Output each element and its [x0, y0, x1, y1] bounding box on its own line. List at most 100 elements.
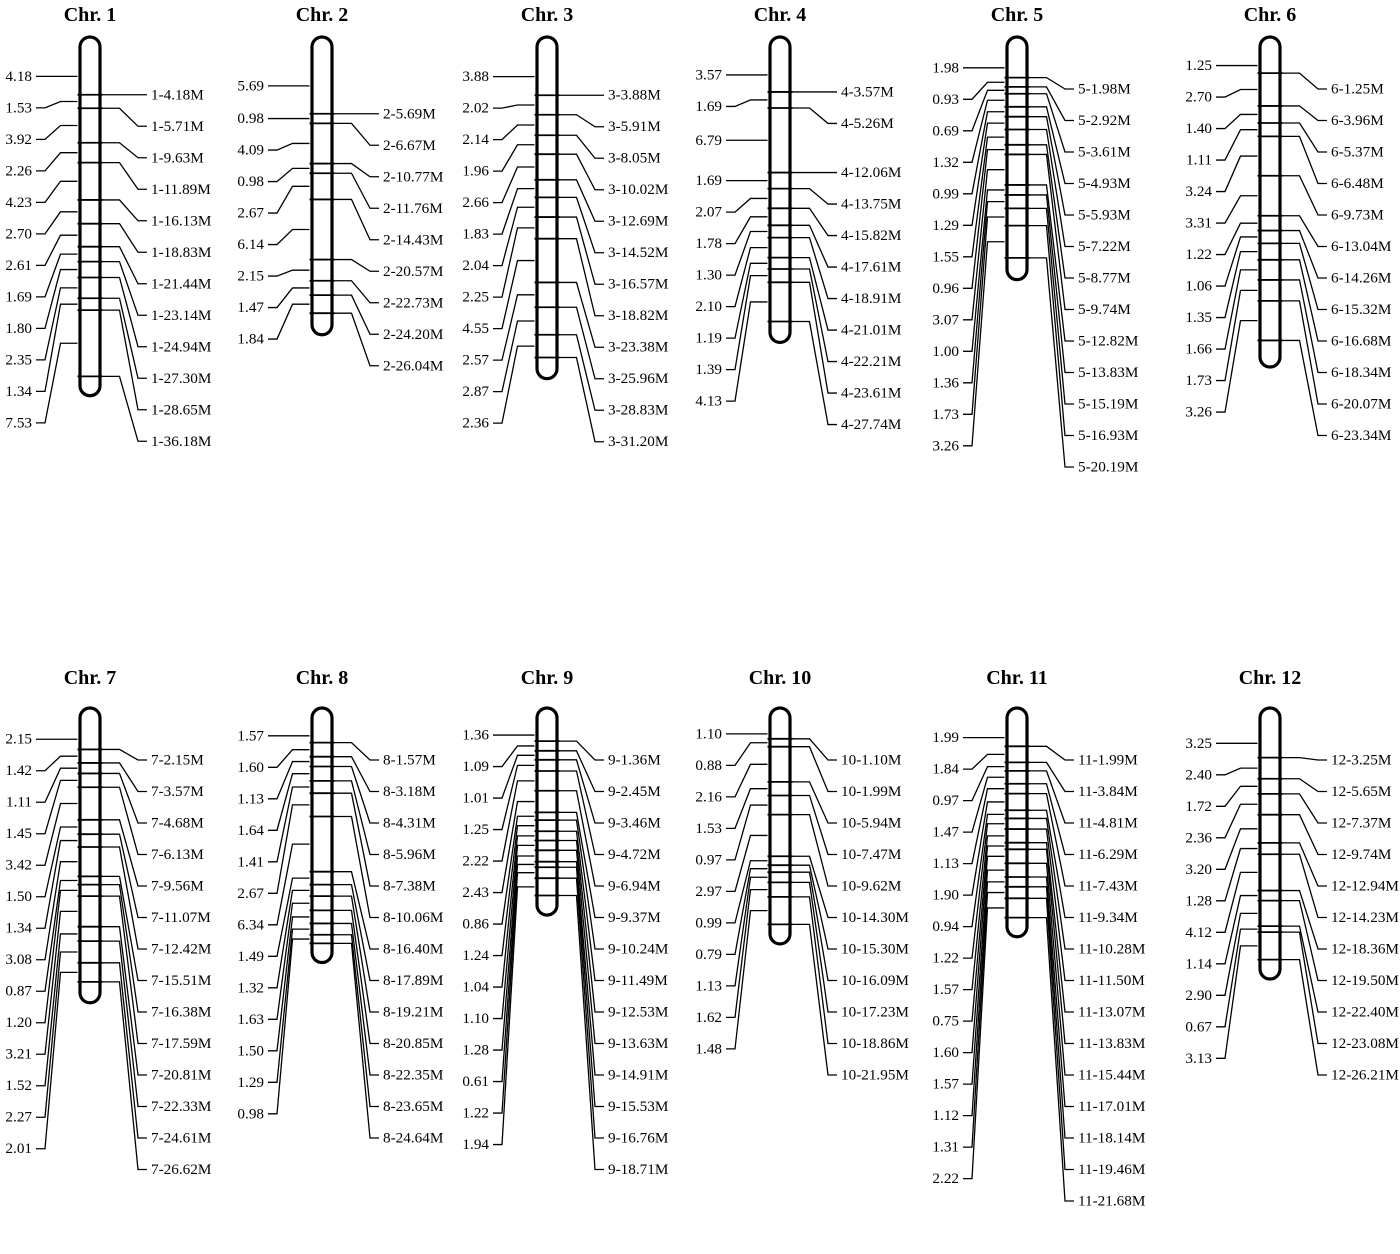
marker-position-label: 8-4.31M	[383, 815, 436, 832]
marker-position-label: 7-3.57M	[151, 783, 204, 800]
right-connector-line	[102, 895, 147, 1045]
right-connector-line	[102, 846, 147, 950]
right-connector-line	[334, 922, 379, 1076]
interval-distance-label: 1.13	[237, 790, 264, 807]
chromosome-body	[1258, 35, 1282, 369]
marker-position-label: 11-10.28M	[1078, 941, 1146, 958]
right-connector-line	[334, 294, 379, 335]
interval-distance-label: 3.07	[932, 311, 959, 328]
right-connector-line	[1029, 257, 1074, 468]
left-connector-line	[963, 765, 1005, 802]
marker-position-label: 8-19.21M	[383, 1004, 444, 1021]
interval-distance-label: 1.53	[695, 820, 722, 837]
right-connector-line	[792, 781, 837, 824]
right-connector-line	[102, 762, 147, 793]
left-connector-line	[963, 835, 1005, 991]
right-connector-line	[1029, 792, 1074, 887]
interval-distance-label: 4.12	[1185, 924, 1212, 941]
chromosome-body	[310, 35, 334, 337]
interval-distance-label: 1.63	[237, 1011, 264, 1028]
left-connector-line	[493, 825, 535, 957]
left-connector-line	[36, 802, 78, 866]
right-connector-line	[1282, 339, 1327, 437]
right-connector-line	[334, 756, 379, 793]
interval-distance-label: 0.86	[462, 916, 489, 933]
right-connector-line	[1282, 853, 1327, 919]
left-connector-line	[963, 189, 1005, 352]
left-connector-line	[963, 169, 1005, 321]
right-connector-line	[334, 172, 379, 209]
left-connector-line	[268, 928, 310, 1083]
marker-position-label: 12-18.36M	[1331, 941, 1399, 958]
marker-position-label: 11-3.84M	[1078, 783, 1138, 800]
left-connector-line	[493, 764, 535, 831]
left-connector-line	[493, 206, 535, 267]
right-connector-line	[1029, 224, 1074, 437]
marker-position-label: 1-11.89M	[151, 181, 211, 198]
left-connector-line	[963, 881, 1005, 1117]
right-connector-line	[559, 750, 604, 793]
marker-position-label: 3-23.38M	[608, 339, 669, 356]
right-connector-line	[334, 942, 379, 1139]
interval-distance-label: 1.35	[1185, 309, 1212, 326]
left-connector-line	[963, 111, 1005, 195]
interval-distance-label: 1.66	[1185, 341, 1212, 358]
left-connector-line	[36, 779, 78, 835]
left-connector-line	[963, 776, 1005, 833]
marker-position-label: 7-16.38M	[151, 1004, 212, 1021]
left-connector-line	[36, 910, 78, 1055]
marker-position-label: 3-25.96M	[608, 370, 669, 387]
interval-distance-label: 6.14	[237, 236, 264, 253]
right-connector-line	[1029, 761, 1074, 793]
left-connector-line	[1216, 912, 1258, 996]
left-connector-line	[36, 287, 78, 361]
marker-position-label: 2-26.04M	[383, 357, 444, 374]
interval-distance-label: 5.69	[237, 77, 264, 94]
interval-distance-label: 1.52	[5, 1077, 32, 1094]
marker-position-label: 11-6.29M	[1078, 846, 1138, 863]
right-connector-line	[102, 199, 147, 222]
left-connector-line	[268, 269, 310, 277]
left-connector-line	[36, 253, 78, 298]
interval-distance-label: 2.04	[462, 257, 489, 274]
interval-distance-label: 0.96	[932, 280, 959, 297]
marker-position-label: 5-15.19M	[1078, 396, 1139, 413]
right-connector-line	[102, 772, 147, 824]
right-connector-line	[559, 811, 604, 919]
left-connector-line	[268, 938, 310, 1115]
marker-position-label: 6-15.32M	[1331, 301, 1392, 318]
interval-distance-label: 2.15	[237, 268, 264, 285]
chromosome-title: Chr. 7	[64, 667, 117, 689]
left-connector-line	[36, 933, 78, 1087]
left-connector-line	[1216, 250, 1258, 319]
marker-position-label: 12-26.21M	[1331, 1067, 1399, 1084]
marker-position-label: 9-12.53M	[608, 1004, 669, 1021]
left-connector-line	[36, 826, 78, 898]
marker-position-label: 6-3.96M	[1331, 112, 1384, 129]
marker-position-label: 7-22.33M	[151, 1098, 212, 1115]
left-connector-line	[36, 234, 78, 267]
right-connector-line	[559, 839, 604, 1013]
left-connector-line	[268, 749, 310, 768]
left-connector-line	[963, 801, 1005, 896]
left-connector-line	[1216, 319, 1258, 413]
marker-position-label: 9-16.76M	[608, 1130, 669, 1147]
right-connector-line	[559, 114, 604, 128]
left-connector-line	[268, 760, 310, 800]
marker-position-label: 5-5.93M	[1078, 207, 1131, 224]
interval-distance-label: 2.16	[695, 788, 722, 805]
interval-distance-label: 2.61	[5, 257, 32, 274]
marker-position-label: 8-1.57M	[383, 752, 436, 769]
left-connector-line	[36, 211, 78, 235]
chromosome-body	[78, 706, 102, 1005]
right-connector-line	[1029, 897, 1074, 1171]
interval-distance-label: 1.41	[237, 853, 264, 870]
interval-distance-label: 3.20	[1185, 861, 1212, 878]
right-connector-line	[1029, 842, 1074, 1013]
interval-distance-label: 1.50	[237, 1042, 264, 1059]
right-connector-line	[102, 786, 147, 856]
left-connector-line	[493, 745, 535, 768]
left-connector-line	[268, 786, 310, 863]
marker-position-label: 12-23.08M	[1331, 1035, 1399, 1052]
right-connector-line	[792, 320, 837, 426]
